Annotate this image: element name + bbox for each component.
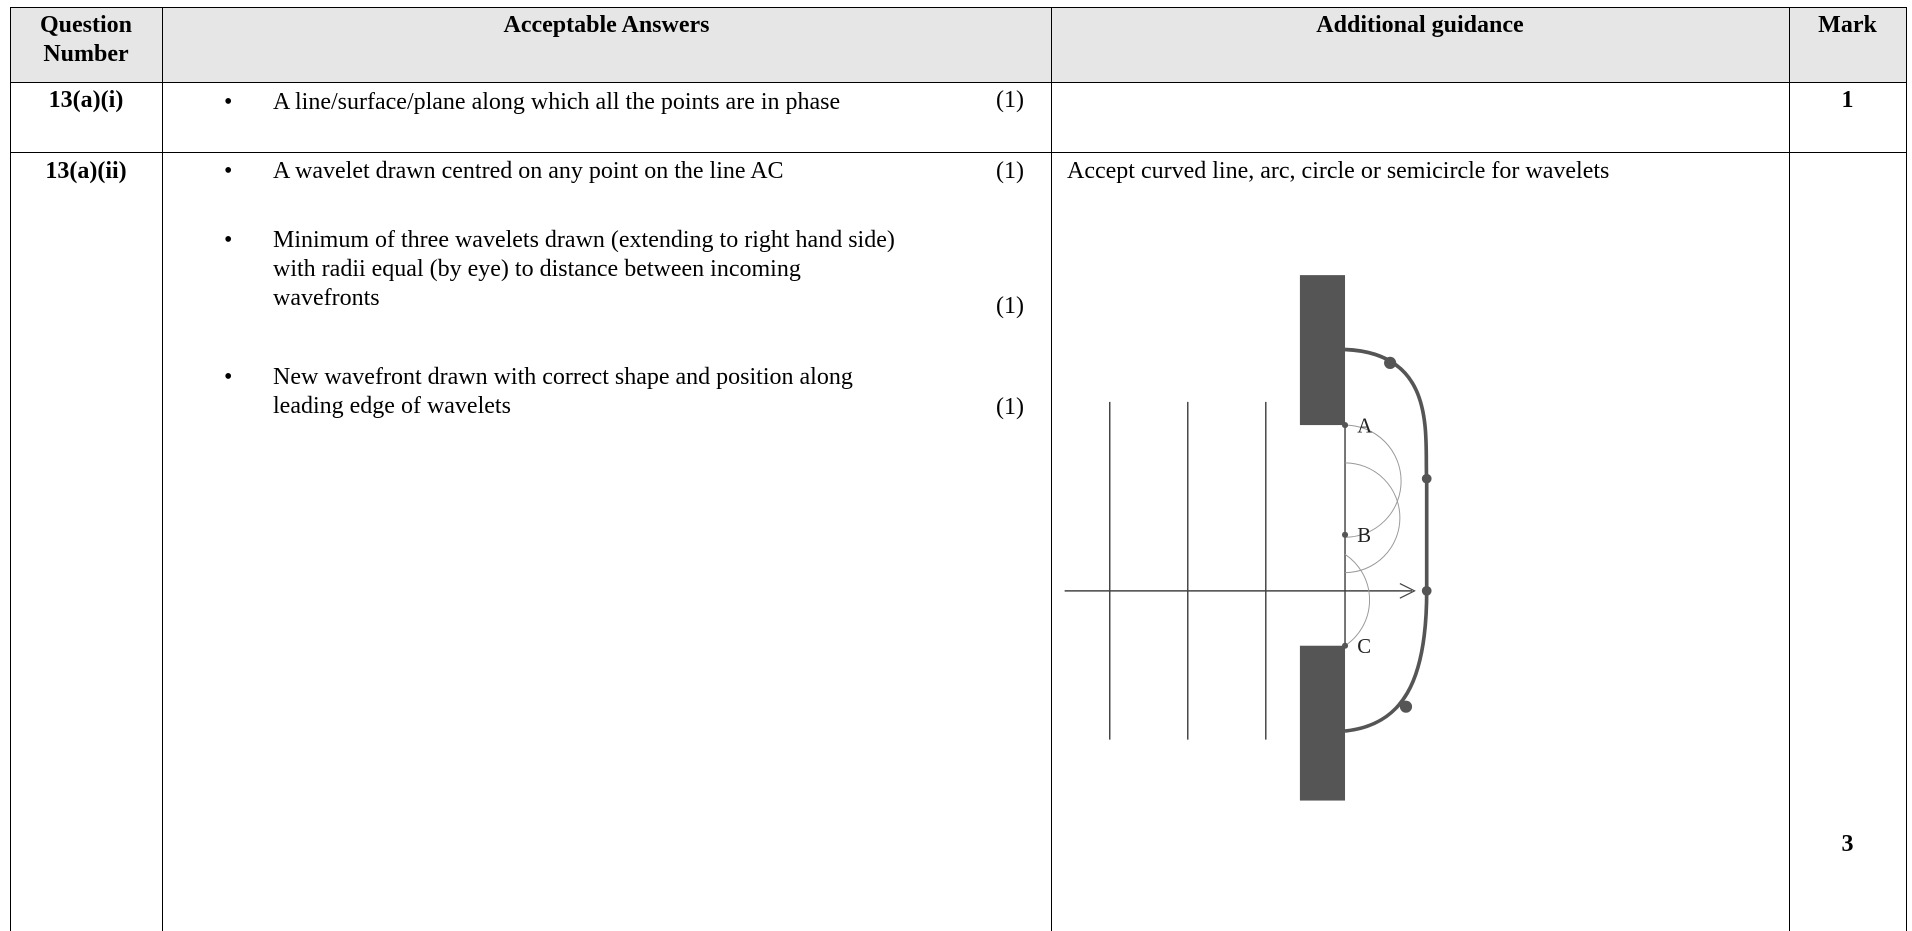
bullet: • xyxy=(224,89,233,115)
answer-text: Minimum of three wavelets drawn (extendi… xyxy=(273,227,895,311)
rule xyxy=(1051,7,1052,931)
header-mark: Mark xyxy=(1818,12,1877,38)
rule xyxy=(10,82,1907,83)
answer-mark: (1) xyxy=(996,158,1024,184)
bullet: • xyxy=(224,364,233,390)
point-label: B xyxy=(1357,525,1371,547)
header-answers: Acceptable Answers xyxy=(503,12,710,38)
rule xyxy=(10,152,1907,153)
answer-text: A wavelet drawn centred on any point on … xyxy=(273,158,784,184)
answer-text: New wavefront drawn with correct shape a… xyxy=(273,364,853,419)
rule xyxy=(162,7,163,931)
answer-mark: (1) xyxy=(996,293,1024,319)
answer-mark: (1) xyxy=(996,394,1024,420)
total-mark: 3 xyxy=(1841,831,1854,857)
point-label: C xyxy=(1357,636,1371,658)
guidance-text: Accept curved line, arc, circle or semic… xyxy=(1067,158,1610,184)
rule xyxy=(10,7,11,931)
header-guidance: Additional guidance xyxy=(1316,12,1524,38)
wavefront-diagram: A B C xyxy=(1064,275,1432,801)
header-background xyxy=(10,7,1906,82)
header-question: Question Number xyxy=(39,12,132,67)
answer-mark: (1) xyxy=(996,87,1024,113)
rule xyxy=(1906,7,1907,931)
bullet: • xyxy=(224,227,233,253)
question-number: 13(a)(i) xyxy=(48,87,124,113)
total-mark: 1 xyxy=(1841,87,1854,113)
rule xyxy=(10,7,1907,8)
point-label: A xyxy=(1357,415,1372,437)
bullet: • xyxy=(224,158,233,184)
question-number: 13(a)(ii) xyxy=(45,158,127,184)
answer-text: A line/surface/plane along which all the… xyxy=(273,89,841,115)
rule xyxy=(1789,7,1790,931)
